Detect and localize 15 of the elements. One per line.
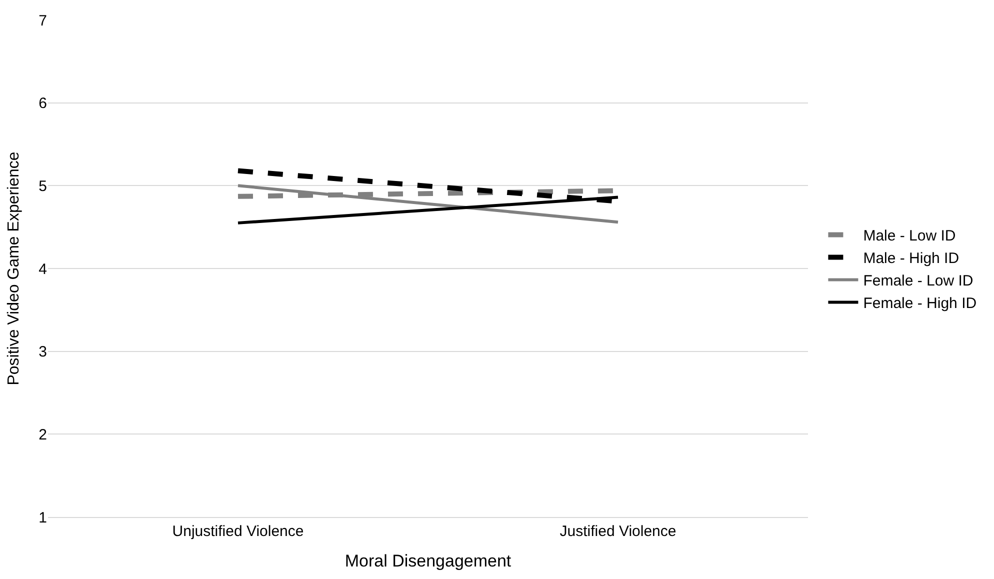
y-tick-label: 4 [38,260,47,278]
y-tick-label: 6 [38,95,47,112]
x-tick-label: Justified Violence [560,523,676,540]
legend-label: Female - Low ID [863,272,974,290]
y-tick-label: 5 [38,178,47,195]
y-axis-title: Positive Video Game Experience [6,152,23,386]
y-tick-label: 1 [38,509,47,526]
y-tick-label: 7 [38,12,47,30]
legend-label: Female - High ID [863,295,977,312]
y-tick-label: 2 [38,426,47,444]
x-axis-title: Moral Disengagement [344,551,512,570]
legend-label: Male - Low ID [863,228,956,245]
legend-label: Male - High ID [863,250,960,268]
y-tick-label: 3 [38,344,47,361]
x-tick-label: Unjustified Violence [172,523,304,540]
